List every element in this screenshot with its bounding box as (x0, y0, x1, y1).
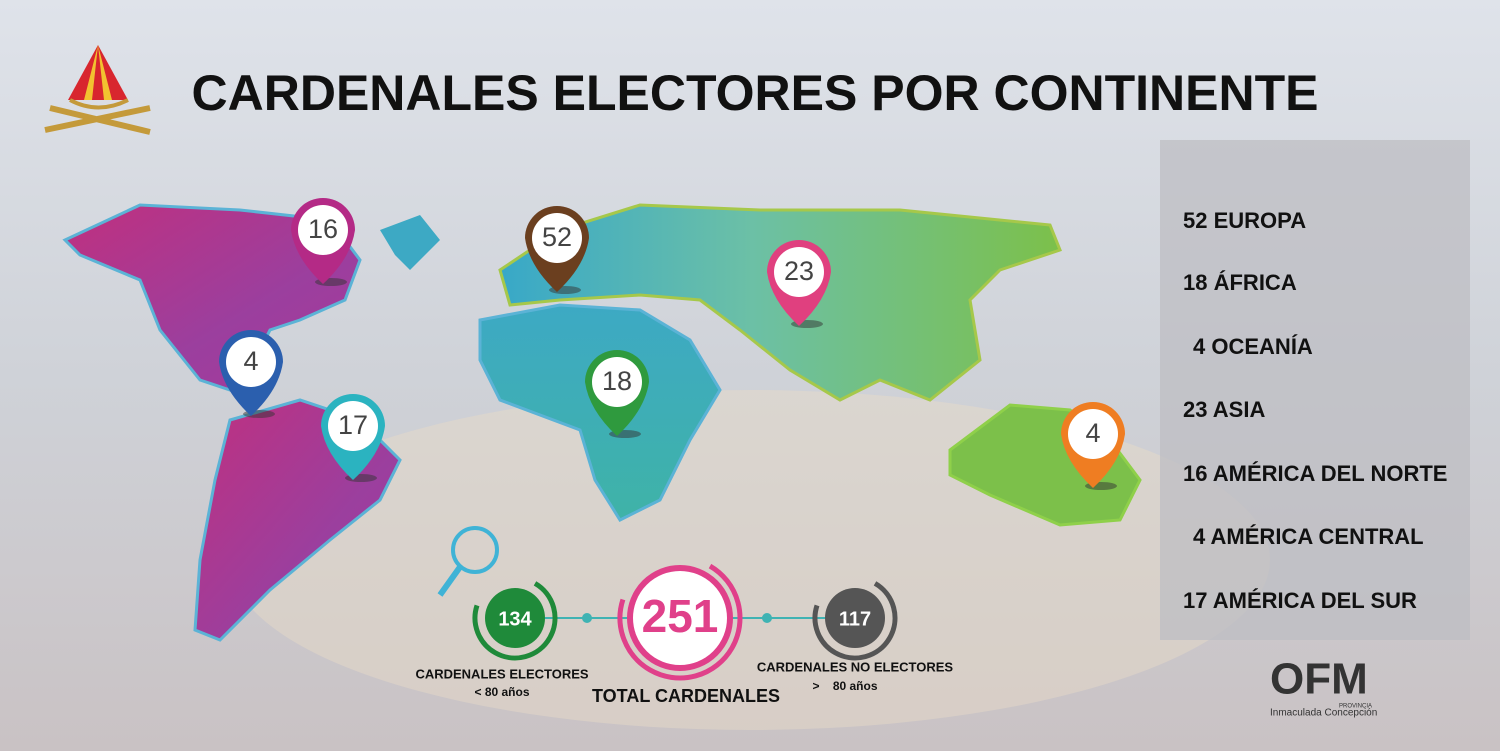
stat-value: 117 (839, 608, 871, 630)
stat-sub: < 80 años (474, 685, 529, 699)
stat-circle (825, 588, 885, 648)
stat-ring (472, 575, 558, 661)
connector-dot (582, 613, 592, 623)
legend-name: AMÉRICA DEL SUR (1213, 588, 1417, 613)
stat-value: 134 (498, 608, 532, 630)
magnifier (437, 526, 499, 597)
legend: 52 EUROPA 18 ÁFRICA 4 OCEANÍA 23 ASIA 16 AMÉ… (1183, 208, 1447, 613)
legend-count: 17 (1183, 588, 1207, 613)
logo-provincia: PROVINCIA (1339, 704, 1372, 710)
map-pin: 17 (321, 394, 385, 482)
pin-value: 18 (602, 366, 632, 396)
legend-name: ÁFRICA (1214, 270, 1297, 295)
map-pin: 4 (1061, 402, 1125, 490)
pin-value: 16 (308, 214, 338, 244)
legend-item: 18 ÁFRICA (1183, 270, 1297, 295)
legend-count: 4 (1193, 334, 1206, 359)
stats: 134 251 117 CARDENALES ELECTORES < 80 años TO… (415, 526, 954, 706)
pin-value: 23 (784, 256, 814, 286)
legend-count: 23 (1183, 397, 1207, 422)
pin-face (298, 205, 348, 255)
emblem (44, 45, 151, 135)
legend-panel (1160, 140, 1470, 640)
connector-dot (762, 613, 772, 623)
logo-name: Inmaculada Concepción (1270, 708, 1377, 719)
legend-item: 17 AMÉRICA DEL SUR (1183, 588, 1417, 613)
legend-name: OCEANÍA (1211, 334, 1313, 359)
legend-count: 16 (1183, 461, 1207, 486)
pin-value: 52 (542, 222, 572, 252)
legend-name: ASIA (1213, 397, 1266, 422)
stat-label: CARDENALES ELECTORES (415, 666, 588, 681)
pin-face (532, 213, 582, 263)
stat-ring (617, 555, 743, 681)
pin-value: 4 (243, 346, 258, 376)
legend-item: 52 EUROPA (1183, 208, 1306, 233)
pin-face (1068, 409, 1118, 459)
pin-face (328, 401, 378, 451)
legend-item: 4 AMÉRICA CENTRAL (1193, 524, 1424, 549)
pin-face (226, 337, 276, 387)
legend-name: AMÉRICA DEL NORTE (1213, 461, 1448, 486)
map-pin: 52 (525, 206, 589, 294)
logo-mark: OFM (1270, 655, 1368, 704)
stat-circle (627, 565, 733, 671)
stat-label: CARDENALES NO ELECTORES (757, 659, 954, 674)
stat-value: 251 (642, 590, 719, 642)
title: CARDENALES ELECTORES POR CONTINENTE (192, 65, 1319, 121)
map-pin: 16 (291, 198, 355, 286)
logo: OFM PROVINCIA Inmaculada Concepción (1270, 655, 1377, 719)
stat-circle (485, 588, 545, 648)
legend-count: 52 (1183, 208, 1207, 233)
legend-item: 4 OCEANÍA (1193, 334, 1313, 359)
legend-count: 18 (1183, 270, 1207, 295)
map-pin: 18 (585, 350, 649, 438)
stat-ring (812, 575, 898, 661)
legend-item: 16 AMÉRICA DEL NORTE (1183, 461, 1447, 486)
legend-name: AMÉRICA CENTRAL (1211, 524, 1424, 549)
map-pins: 16 52 23 4 18 17 4 (219, 198, 1125, 490)
stat-sub: > 80 años (812, 679, 877, 693)
legend-count: 4 (1193, 524, 1206, 549)
legend-item: 23 ASIA (1183, 397, 1265, 422)
pin-value: 17 (338, 410, 368, 440)
legend-name: EUROPA (1214, 208, 1307, 233)
map-pin: 4 (219, 330, 283, 418)
pin-face (774, 247, 824, 297)
stat-label: TOTAL CARDENALES (592, 686, 780, 706)
pin-value: 4 (1085, 418, 1100, 448)
map-pin: 23 (767, 240, 831, 328)
pin-face (592, 357, 642, 407)
